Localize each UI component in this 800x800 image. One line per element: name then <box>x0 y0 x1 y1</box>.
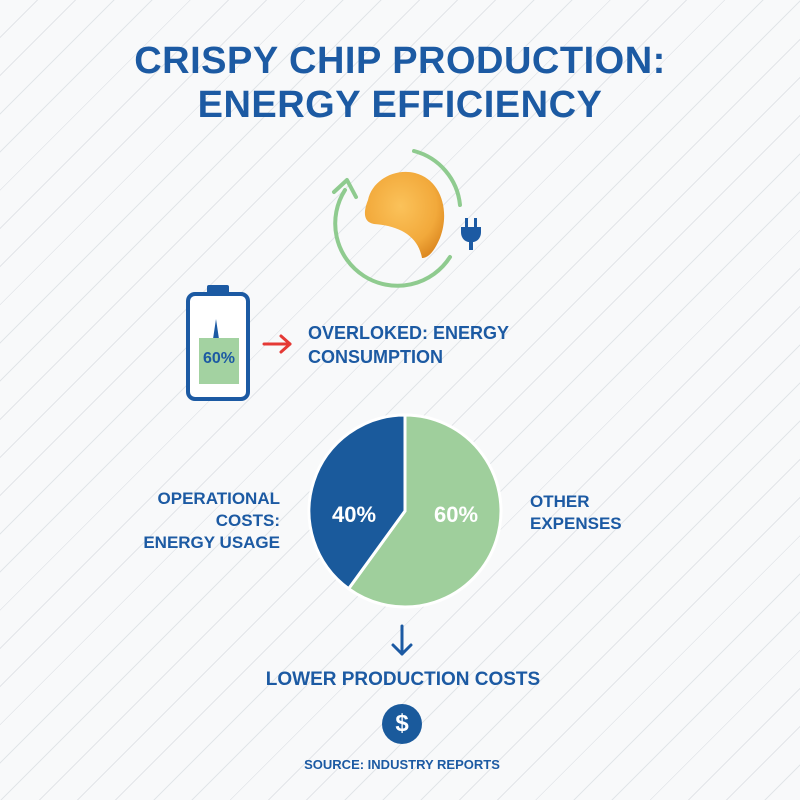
right-label-line2: EXPENSES <box>530 514 622 533</box>
hero-illustration <box>310 140 490 290</box>
dollar-icon: $ <box>382 704 422 744</box>
result-label: LOWER PRODUCTION COSTS <box>265 669 541 690</box>
power-plug-icon <box>461 218 481 250</box>
callout-line1: OVERLOKED: ENERGY <box>308 323 510 343</box>
page-title-line2: ENERGY EFFICIENCY <box>197 84 603 126</box>
left-label-line2: COSTS: <box>215 511 280 530</box>
pie-label-energy: 40% <box>331 502 377 527</box>
recycle-arrow-icon <box>332 149 462 288</box>
battery-icon: 60% <box>186 285 250 401</box>
page-title-line1: CRISPY CHIP PRODUCTION: <box>134 40 666 82</box>
source-note: SOURCE: INDUSTRY REPORTS <box>304 757 500 772</box>
pie-slice-energy-usage <box>307 413 407 591</box>
left-label-line1: OPERATIONAL <box>157 489 280 508</box>
potato-chip-icon <box>364 171 445 258</box>
battery-level-label: 60% <box>202 350 236 367</box>
battery-fill <box>199 338 239 384</box>
gauge-needle-icon <box>213 319 219 339</box>
pie-chart: 40% 60% <box>306 412 504 610</box>
left-label-line3: ENERGY USAGE <box>143 533 280 552</box>
arrow-right-icon <box>262 332 294 356</box>
pie-label-other: 60% <box>433 502 479 527</box>
callout-line2: CONSUMPTION <box>308 347 443 367</box>
arrow-down-icon <box>388 624 416 658</box>
pie-slice-other-expenses <box>347 413 503 609</box>
right-label-line1: OTHER <box>530 492 590 511</box>
